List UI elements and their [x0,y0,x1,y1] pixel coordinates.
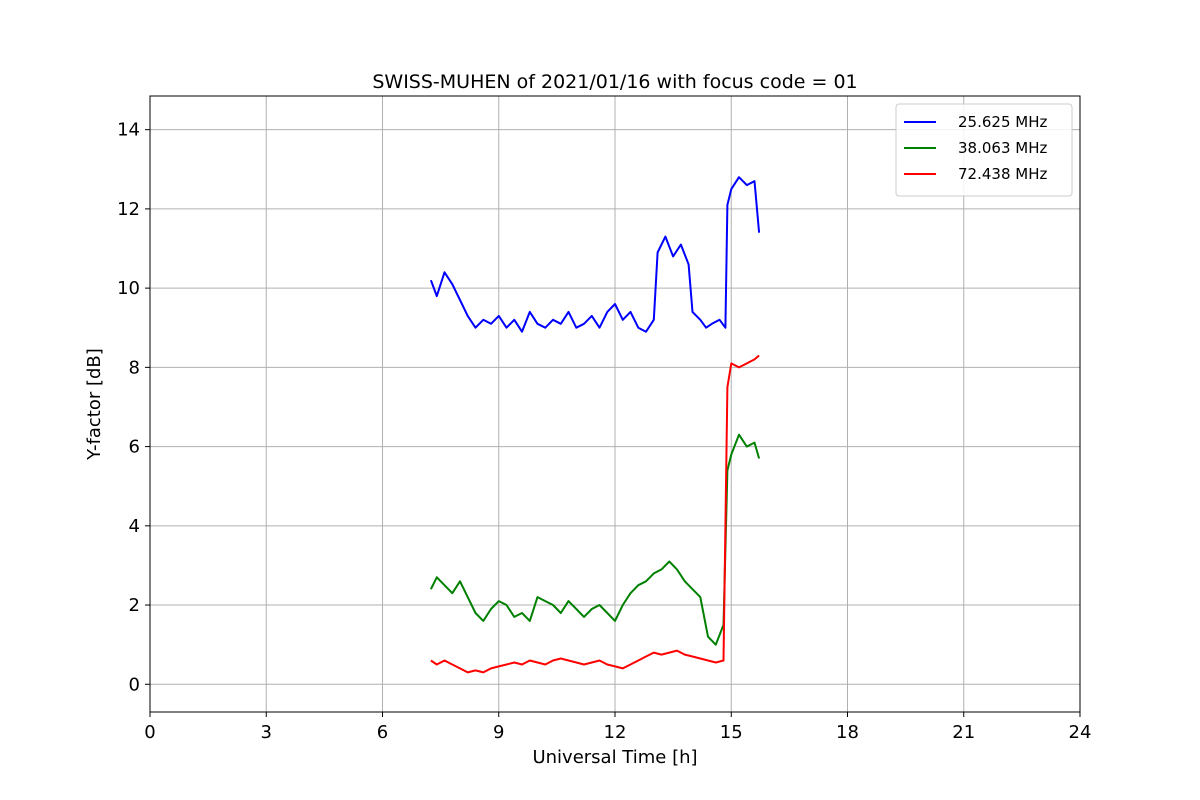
x-tick-label: 6 [377,722,388,743]
x-tick-label: 0 [144,722,155,743]
x-tick-label: 18 [836,722,859,743]
y-tick-label: 8 [129,357,140,378]
x-axis-label: Universal Time [h] [532,747,697,768]
series-layer [429,176,761,674]
legend: 25.625 MHz 38.063 MHz 72.438 MHz [895,103,1073,197]
x-tick-label: 12 [604,722,627,743]
x-tick-label: 15 [720,722,743,743]
y-tick-label: 14 [117,120,140,141]
y-axis: 0 2 4 6 8 10 12 14 [117,120,150,695]
y-tick-label: 12 [117,199,140,220]
y-tick-label: 6 [129,437,140,458]
y-tick-label: 4 [129,516,140,537]
series-line-3 [430,354,760,674]
y-tick-label: 2 [129,595,140,616]
legend-label: 72.438 MHz [958,165,1047,183]
x-tick-label: 21 [952,722,975,743]
legend-label: 38.063 MHz [958,139,1047,157]
legend-label: 25.625 MHz [958,113,1047,131]
x-tick-label: 9 [493,722,504,743]
legend-box [895,103,1073,197]
y-tick-label: 10 [117,278,140,299]
series-line-2 [430,433,761,646]
x-axis: 0 3 6 9 12 15 18 21 24 [144,712,1091,743]
x-tick-label: 24 [1069,722,1092,743]
y-axis-label: Y-factor [dB] [84,348,105,461]
chart-title: SWISS-MUHEN of 2021/01/16 with focus cod… [372,71,857,93]
x-tick-label: 3 [261,722,272,743]
y-tick-label: 0 [129,674,140,695]
series-line-1 [429,176,761,333]
